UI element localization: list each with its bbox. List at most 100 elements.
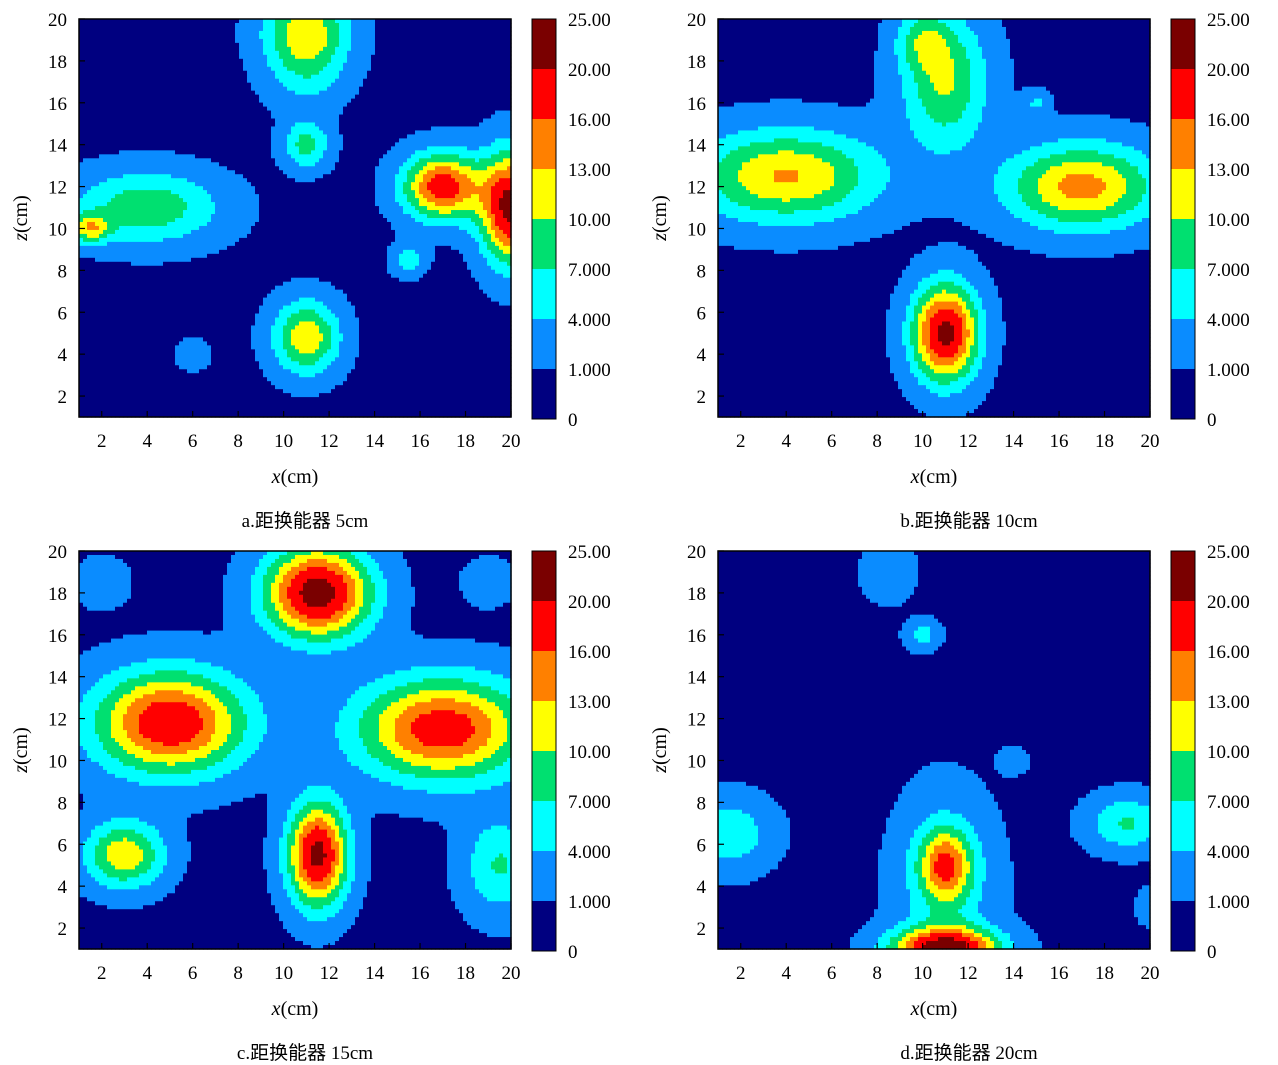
contour-cell xyxy=(83,405,88,410)
contour-cell xyxy=(83,249,88,255)
contour-cell xyxy=(275,233,280,239)
contour-cell xyxy=(171,281,176,287)
contour-cell xyxy=(135,297,140,303)
contour-cell xyxy=(111,142,116,147)
contour-cell xyxy=(107,122,112,128)
contour-cell xyxy=(87,357,92,362)
contour-cell xyxy=(247,389,252,394)
contour-cell xyxy=(115,78,120,84)
contour-cell xyxy=(107,365,112,370)
contour-cell xyxy=(87,38,92,44)
contour-cell xyxy=(243,190,248,195)
contour-cell xyxy=(79,297,84,303)
contour-cell xyxy=(223,309,228,315)
contour-cell xyxy=(275,54,280,60)
contour-cell xyxy=(195,66,200,72)
contour-cell xyxy=(155,397,160,402)
contour-cell xyxy=(187,281,192,287)
contour-cell xyxy=(259,409,264,414)
contour-cell xyxy=(223,361,228,366)
contour-cell xyxy=(167,38,172,44)
contour-cell xyxy=(111,285,116,291)
contour-cell xyxy=(195,381,200,386)
contour-cell xyxy=(123,257,128,263)
contour-cell xyxy=(219,225,224,231)
contour-cell xyxy=(259,150,264,155)
contour-cell xyxy=(119,377,124,382)
contour-cell xyxy=(207,221,212,227)
contour-cell xyxy=(119,365,124,370)
contour-cell xyxy=(251,190,256,195)
contour-cell xyxy=(227,325,232,331)
contour-cell xyxy=(139,202,144,207)
contour-cell xyxy=(79,401,84,406)
contour-cell xyxy=(127,42,132,48)
contour-cell xyxy=(143,413,148,418)
contour-cell xyxy=(243,369,248,374)
contour-cell xyxy=(143,321,148,327)
contour-cell xyxy=(135,273,140,279)
contour-cell xyxy=(219,158,224,163)
contour-cell xyxy=(175,186,180,191)
contour-cell xyxy=(143,158,148,163)
contour-cell xyxy=(195,34,200,40)
contour-cell xyxy=(219,381,224,386)
contour-cell xyxy=(99,194,104,199)
contour-cell xyxy=(95,134,100,139)
contour-cell xyxy=(99,98,104,104)
contour-cell xyxy=(107,62,112,68)
contour-cell xyxy=(111,377,116,382)
contour-cell xyxy=(211,257,216,263)
contour-cell xyxy=(179,186,184,191)
contour-cell xyxy=(87,233,92,239)
contour-cell xyxy=(231,325,236,331)
contour-cell xyxy=(223,178,228,183)
contour-cell xyxy=(127,134,132,139)
contour-cell xyxy=(207,82,212,88)
contour-cell xyxy=(103,245,108,251)
contour-cell xyxy=(255,186,260,191)
contour-cell xyxy=(91,253,96,259)
contour-cell xyxy=(271,50,276,56)
contour-cell xyxy=(247,341,252,346)
contour-cell xyxy=(267,337,272,342)
contour-cell xyxy=(163,130,168,136)
contour-cell xyxy=(211,317,216,323)
contour-cell xyxy=(135,162,140,167)
contour-cell xyxy=(251,393,256,398)
contour-cell xyxy=(143,86,148,92)
contour-cell xyxy=(235,30,240,36)
contour-cell xyxy=(259,54,264,60)
contour-cell xyxy=(267,321,272,327)
contour-cell xyxy=(227,214,232,219)
contour-cell xyxy=(191,162,196,167)
contour-cell xyxy=(127,70,132,76)
contour-cell xyxy=(231,30,236,36)
contour-cell xyxy=(207,301,212,307)
contour-cell xyxy=(99,154,104,159)
contour-cell xyxy=(211,214,216,219)
contour-cell xyxy=(263,170,268,175)
contour-cell xyxy=(259,405,264,410)
contour-cell xyxy=(167,134,172,139)
contour-cell xyxy=(251,26,256,32)
contour-cell xyxy=(239,90,244,96)
contour-cell xyxy=(227,249,232,255)
contour-cell xyxy=(87,138,92,143)
contour-cell xyxy=(187,313,192,319)
contour-cell xyxy=(91,86,96,92)
contour-cell xyxy=(203,245,208,251)
contour-cell xyxy=(135,134,140,139)
contour-cell xyxy=(259,357,264,362)
contour-cell xyxy=(143,38,148,44)
contour-cell xyxy=(147,130,152,136)
contour-cell xyxy=(91,409,96,414)
contour-cell xyxy=(123,158,128,163)
contour-cell xyxy=(135,214,140,219)
contour-cell xyxy=(239,277,244,283)
contour-cell xyxy=(175,194,180,199)
contour-cell xyxy=(159,86,164,92)
contour-cell xyxy=(167,401,172,406)
contour-cell xyxy=(171,261,176,267)
contour-cell xyxy=(203,54,208,60)
